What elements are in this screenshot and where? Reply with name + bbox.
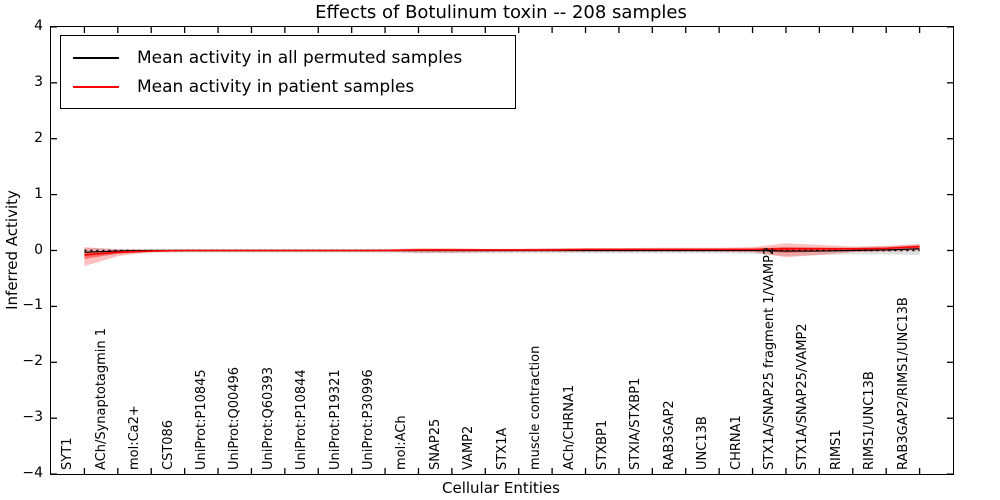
legend-line-sample-red bbox=[73, 85, 119, 88]
x-tick-label: STXIA/STXBP1 bbox=[628, 377, 644, 470]
x-tick-label: STXBP1 bbox=[594, 419, 610, 470]
x-tick-label: CHRNA1 bbox=[728, 415, 744, 470]
x-tick-label: STX1A bbox=[494, 427, 510, 470]
y-tick-label: 4 bbox=[34, 17, 43, 34]
y-tick-label: −2 bbox=[22, 353, 43, 370]
x-tick-label: UNC13B bbox=[695, 416, 711, 470]
x-tick-label: mol:Ca2+ bbox=[127, 405, 143, 470]
y-tick-label: 3 bbox=[34, 73, 43, 90]
x-tick-label: mol:ACh bbox=[394, 415, 410, 470]
y-tick-label: 1 bbox=[34, 185, 43, 202]
x-tick-label: UniProt:P30996 bbox=[361, 369, 377, 470]
x-axis-label: Cellular Entities bbox=[442, 479, 560, 497]
y-tick-label: −1 bbox=[22, 297, 43, 314]
legend: Mean activity in all permuted samples Me… bbox=[60, 35, 516, 109]
x-tick-label: ACh/Synaptotagmin 1 bbox=[93, 327, 109, 470]
legend-item-permuted: Mean activity in all permuted samples bbox=[73, 43, 503, 72]
chart-title: Effects of Botulinum toxin -- 208 sample… bbox=[315, 2, 687, 23]
x-tick-label: CST086 bbox=[160, 419, 176, 470]
y-tick-label: −4 bbox=[22, 465, 43, 482]
mean-line-patient bbox=[84, 245, 920, 256]
x-tick-label: VAMP2 bbox=[461, 425, 477, 470]
x-tick-label: STX1A/SNAP25 fragment 1/VAMP2 bbox=[761, 246, 777, 470]
chart-svg bbox=[51, 26, 953, 475]
y-tick-label: 0 bbox=[34, 241, 43, 258]
x-tick-label: SYT1 bbox=[60, 437, 76, 470]
y-axis-label: Inferred Activity bbox=[3, 190, 21, 310]
x-tick-label: UniProt:P10844 bbox=[294, 369, 310, 470]
legend-label: Mean activity in all permuted samples bbox=[137, 47, 463, 68]
x-tick-label: RAB3GAP2 bbox=[661, 400, 677, 470]
x-tick-label: RIMS1/UNC13B bbox=[862, 371, 878, 470]
x-tick-label: RIMS1 bbox=[828, 429, 844, 470]
x-tick-label: STX1A/SNAP25/VAMP2 bbox=[795, 323, 811, 470]
legend-label: Mean activity in patient samples bbox=[137, 76, 415, 97]
x-tick-label: UniProt:Q00496 bbox=[227, 366, 243, 470]
x-tick-label: muscle contraction bbox=[528, 345, 544, 470]
x-tick-label: UniProt:P19321 bbox=[327, 369, 343, 470]
x-tick-label: RAB3GAP2/RIMS1/UNC13B bbox=[895, 297, 911, 470]
legend-item-patient: Mean activity in patient samples bbox=[73, 72, 503, 101]
x-tick-label: UniProt:P10845 bbox=[194, 369, 210, 470]
patient-samples-band-outer bbox=[84, 243, 920, 267]
x-tick-label: UniProt:Q60393 bbox=[260, 366, 276, 470]
legend-line-sample-black bbox=[73, 56, 119, 59]
x-tick-label: ACh/CHRNA1 bbox=[561, 384, 577, 470]
y-tick-label: 2 bbox=[34, 129, 43, 146]
x-tick-label: SNAP25 bbox=[427, 418, 443, 470]
y-tick-label: −3 bbox=[22, 409, 43, 426]
